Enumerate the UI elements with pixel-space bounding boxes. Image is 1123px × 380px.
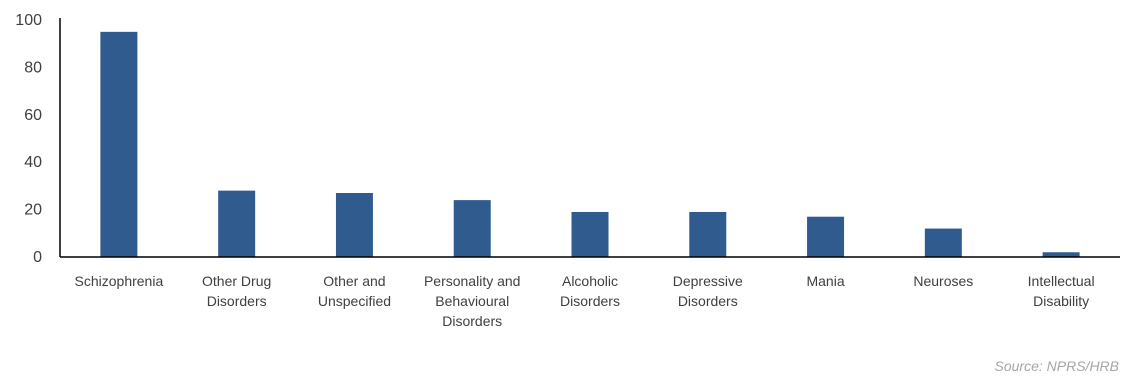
x-axis-labels: Schizophrenia Other Drug Disorders Other an… xyxy=(75,273,1095,329)
x-category-label-line: Disorders xyxy=(207,293,267,309)
y-axis-ticks: 0 20 40 60 80 100 xyxy=(15,12,42,266)
x-category-label-line: Personality and xyxy=(424,273,521,289)
x-category-label-line: Disability xyxy=(1033,293,1089,309)
y-tick-label: 0 xyxy=(33,249,42,266)
bar xyxy=(335,193,373,257)
x-category-label-line: Depressive xyxy=(673,273,743,289)
y-tick-label: 80 xyxy=(24,59,42,76)
x-category-label-line: Disorders xyxy=(442,313,502,329)
x-category-label: Alcoholic Disorders xyxy=(560,273,620,309)
x-category-label-line: Other Drug xyxy=(202,273,271,289)
x-category-label: Neuroses xyxy=(913,273,973,289)
y-tick-label: 20 xyxy=(24,202,42,219)
bar xyxy=(924,228,962,257)
x-category-label-line: Other and xyxy=(323,273,385,289)
bar xyxy=(1042,252,1080,257)
x-category-label-line: Disorders xyxy=(678,293,738,309)
x-category-label: Other and Unspecified xyxy=(318,273,391,309)
y-tick-label: 40 xyxy=(24,154,42,171)
x-category-label-line: Schizophrenia xyxy=(75,273,164,289)
x-category-label-line: Neuroses xyxy=(913,273,973,289)
x-category-label: Depressive Disorders xyxy=(673,273,743,309)
bar xyxy=(689,211,727,257)
x-category-label-line: Intellectual xyxy=(1028,273,1095,289)
y-tick-label: 100 xyxy=(15,12,42,29)
x-category-label: Other Drug Disorders xyxy=(202,273,271,309)
x-category-label: Personality and Behavioural Disorders xyxy=(424,273,521,329)
x-category-label-line: Behavioural xyxy=(435,293,509,309)
bar xyxy=(100,31,138,257)
bar xyxy=(807,216,845,257)
x-category-label-line: Mania xyxy=(806,273,844,289)
x-category-label-line: Alcoholic xyxy=(562,273,618,289)
bar xyxy=(453,200,491,257)
bar xyxy=(571,211,609,257)
x-category-label-line: Disorders xyxy=(560,293,620,309)
x-category-label: Intellectual Disability xyxy=(1028,273,1095,309)
source-note: Source: NPRS/HRB xyxy=(994,358,1119,374)
y-tick-label: 60 xyxy=(24,107,42,124)
bar xyxy=(218,190,256,257)
x-category-label: Schizophrenia xyxy=(75,273,164,289)
x-category-label: Mania xyxy=(806,273,844,289)
bars xyxy=(100,31,1080,257)
x-category-label-line: Unspecified xyxy=(318,293,391,309)
